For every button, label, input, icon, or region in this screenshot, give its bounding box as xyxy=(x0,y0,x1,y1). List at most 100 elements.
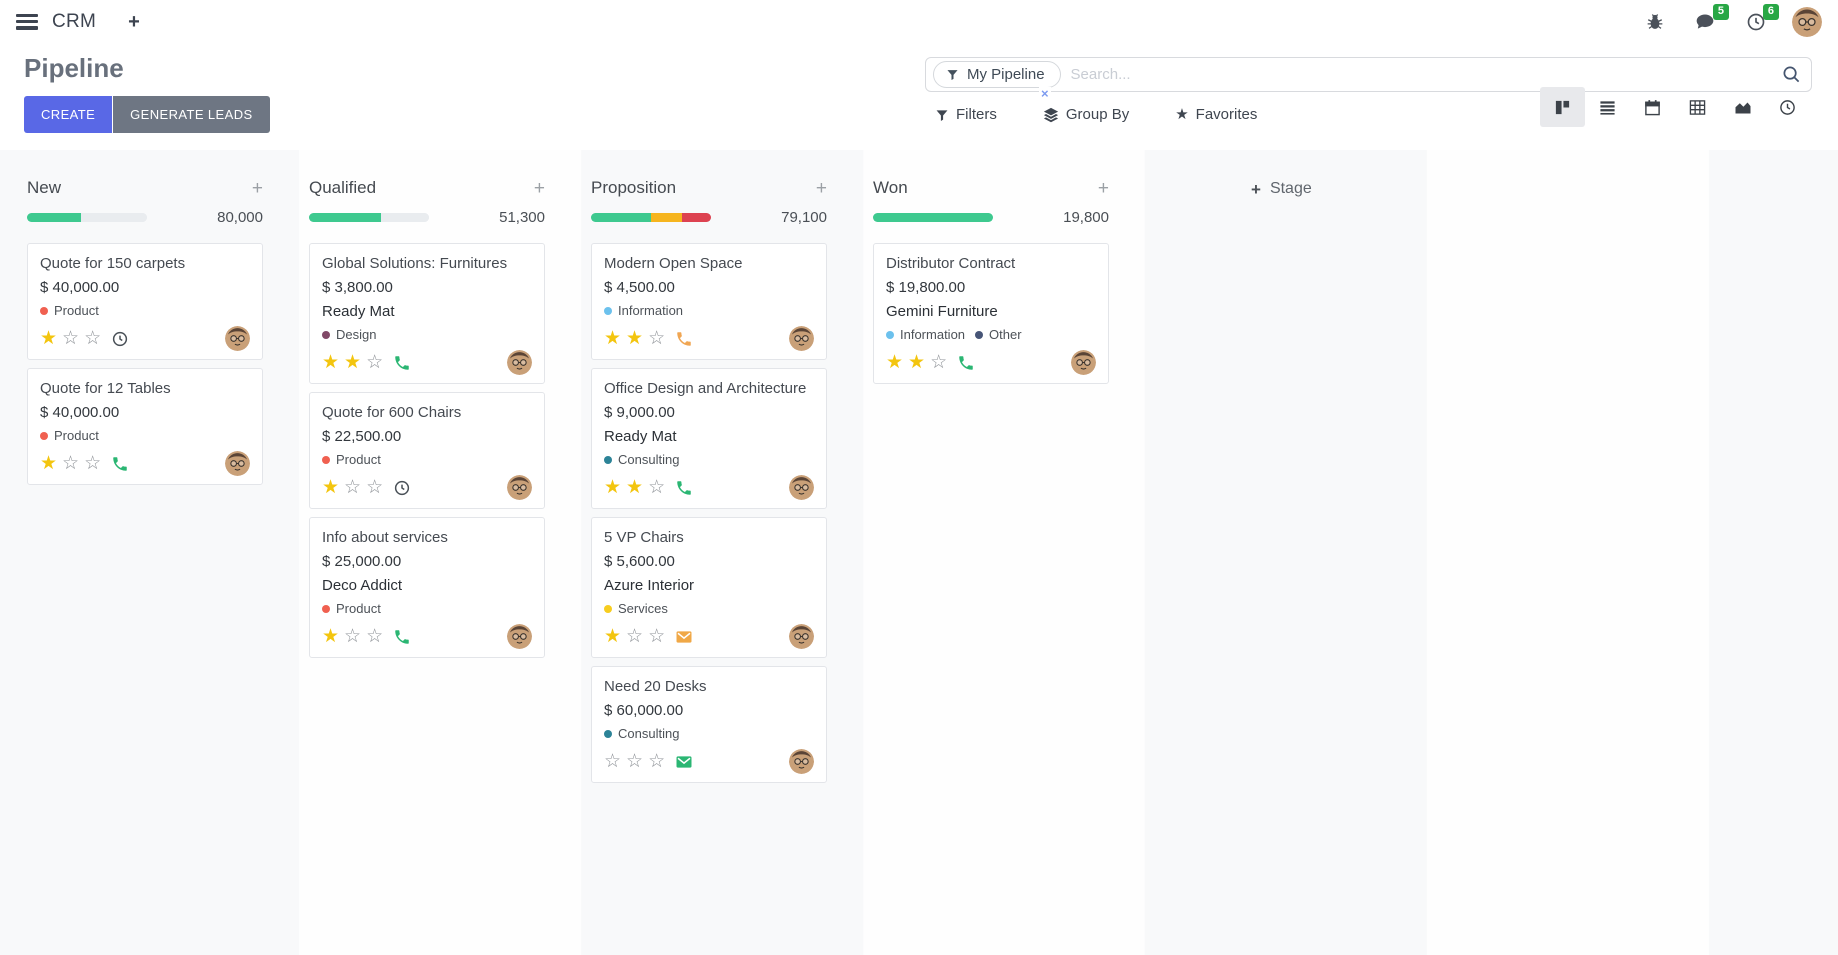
priority-star-icon[interactable]: ★ xyxy=(626,328,644,349)
stage-name[interactable]: Qualified xyxy=(309,178,377,197)
progress-segment-green[interactable] xyxy=(27,213,81,222)
priority-star-icon[interactable]: ☆ xyxy=(62,453,80,474)
kanban-card[interactable]: Need 20 Desks $ 60,000.00 Consulting ☆ ☆ ☆ xyxy=(591,666,827,783)
priority-star-icon[interactable]: ☆ xyxy=(648,328,666,349)
add-record-button[interactable]: + xyxy=(1097,177,1109,199)
debug-bug-icon[interactable] xyxy=(1646,13,1664,31)
clock-activity-icon[interactable] xyxy=(111,330,129,348)
priority-star-icon[interactable]: ☆ xyxy=(626,626,644,647)
generate-leads-button[interactable]: GENERATE LEADS xyxy=(113,96,270,133)
priority-star-icon[interactable]: ☆ xyxy=(930,352,948,373)
priority-star-icon[interactable]: ★ xyxy=(322,352,340,373)
progress-segment-muted[interactable] xyxy=(381,213,429,222)
priority-star-icon[interactable]: ★ xyxy=(40,328,58,349)
search-bar[interactable]: My Pipeline × xyxy=(925,57,1812,100)
phone-activity-icon[interactable] xyxy=(111,455,129,473)
phone-activity-icon[interactable] xyxy=(675,330,693,348)
priority-star-icon[interactable]: ☆ xyxy=(648,751,666,772)
priority-star-icon[interactable]: ☆ xyxy=(366,352,384,373)
progress-segment-muted[interactable] xyxy=(81,213,147,222)
phone-activity-icon[interactable] xyxy=(675,479,693,497)
stage-name[interactable]: Won xyxy=(873,178,908,197)
kanban-card[interactable]: Modern Open Space $ 4,500.00 Information… xyxy=(591,243,827,360)
add-record-button[interactable]: + xyxy=(533,177,545,199)
phone-activity-icon[interactable] xyxy=(393,354,411,372)
progress-segment-red[interactable] xyxy=(682,213,711,222)
priority-star-icon[interactable]: ☆ xyxy=(366,626,384,647)
priority-star-icon[interactable]: ★ xyxy=(322,477,340,498)
search-input[interactable] xyxy=(1070,66,1782,83)
salesperson-avatar[interactable] xyxy=(789,749,814,774)
phone-activity-icon[interactable] xyxy=(957,354,975,372)
stage-name[interactable]: Proposition xyxy=(591,178,677,197)
stage-progressbar[interactable] xyxy=(873,213,993,222)
salesperson-avatar[interactable] xyxy=(507,475,532,500)
salesperson-avatar[interactable] xyxy=(789,624,814,649)
view-kanban-button[interactable] xyxy=(1540,87,1585,127)
app-name[interactable]: CRM xyxy=(52,10,97,32)
priority-star-icon[interactable]: ★ xyxy=(604,626,622,647)
priority-star-icon[interactable]: ★ xyxy=(322,626,340,647)
progress-segment-green[interactable] xyxy=(873,213,993,222)
add-stage-button[interactable]: + Stage xyxy=(1251,180,1312,198)
phone-activity-icon[interactable] xyxy=(393,628,411,646)
priority-star-icon[interactable]: ★ xyxy=(626,477,644,498)
priority-star-icon[interactable]: ☆ xyxy=(604,751,622,772)
view-graph-button[interactable] xyxy=(1720,87,1765,127)
group-by-menu[interactable]: Group By xyxy=(1043,106,1129,123)
progress-segment-orange[interactable] xyxy=(651,213,683,222)
kanban-card[interactable]: Info about services $ 25,000.00 Deco Add… xyxy=(309,517,545,658)
priority-star-icon[interactable]: ★ xyxy=(40,453,58,474)
progress-segment-green[interactable] xyxy=(309,213,381,222)
salesperson-avatar[interactable] xyxy=(507,350,532,375)
priority-star-icon[interactable]: ★ xyxy=(344,352,362,373)
kanban-card[interactable]: 5 VP Chairs $ 5,600.00 Azure Interior Se… xyxy=(591,517,827,658)
salesperson-avatar[interactable] xyxy=(225,326,250,351)
user-avatar[interactable] xyxy=(1792,6,1822,37)
priority-star-icon[interactable]: ☆ xyxy=(84,328,102,349)
priority-star-icon[interactable]: ☆ xyxy=(648,626,666,647)
kanban-card[interactable]: Office Design and Architecture $ 9,000.0… xyxy=(591,368,827,509)
priority-star-icon[interactable]: ☆ xyxy=(366,477,384,498)
priority-star-icon[interactable]: ☆ xyxy=(626,751,644,772)
priority-star-icon[interactable]: ★ xyxy=(886,352,904,373)
stage-progressbar[interactable] xyxy=(27,213,147,222)
apps-menu-icon[interactable] xyxy=(16,13,38,30)
activities-menu-icon[interactable]: 6 xyxy=(1746,3,1779,32)
priority-star-icon[interactable]: ☆ xyxy=(648,477,666,498)
remove-facet-icon[interactable]: × xyxy=(1039,86,1051,101)
salesperson-avatar[interactable] xyxy=(225,451,250,476)
add-record-button[interactable]: + xyxy=(251,177,263,199)
messages-menu-icon[interactable]: 5 xyxy=(1694,3,1729,32)
stage-name[interactable]: New xyxy=(27,178,62,197)
envelope-activity-icon[interactable] xyxy=(675,753,693,771)
salesperson-avatar[interactable] xyxy=(789,326,814,351)
kanban-card[interactable]: Global Solutions: Furnitures $ 3,800.00 … xyxy=(309,243,545,384)
priority-star-icon[interactable]: ☆ xyxy=(84,453,102,474)
kanban-card[interactable]: Quote for 12 Tables $ 40,000.00 Product … xyxy=(27,368,263,485)
priority-star-icon[interactable]: ★ xyxy=(908,352,926,373)
progress-segment-green[interactable] xyxy=(591,213,651,222)
priority-star-icon[interactable]: ★ xyxy=(604,328,622,349)
salesperson-avatar[interactable] xyxy=(507,624,532,649)
kanban-card[interactable]: Distributor Contract $ 19,800.00 Gemini … xyxy=(873,243,1109,384)
stage-progressbar[interactable] xyxy=(309,213,429,222)
priority-star-icon[interactable]: ☆ xyxy=(344,477,362,498)
view-pivot-button[interactable] xyxy=(1675,87,1720,127)
envelope-activity-icon[interactable] xyxy=(675,628,693,646)
view-list-button[interactable] xyxy=(1585,87,1630,127)
clock-activity-icon[interactable] xyxy=(393,479,411,497)
search-icon[interactable] xyxy=(1782,65,1801,84)
salesperson-avatar[interactable] xyxy=(789,475,814,500)
create-button[interactable]: CREATE xyxy=(24,96,113,133)
priority-star-icon[interactable]: ★ xyxy=(604,477,622,498)
add-record-button[interactable]: + xyxy=(815,177,827,199)
priority-star-icon[interactable]: ☆ xyxy=(344,626,362,647)
stage-progressbar[interactable] xyxy=(591,213,711,222)
filter-facet-my-pipeline[interactable]: My Pipeline xyxy=(933,61,1061,88)
favorites-menu[interactable]: ★ Favorites xyxy=(1175,106,1257,123)
view-activity-button[interactable] xyxy=(1765,87,1810,127)
salesperson-avatar[interactable] xyxy=(1071,350,1096,375)
priority-star-icon[interactable]: ☆ xyxy=(62,328,80,349)
filters-menu[interactable]: Filters xyxy=(935,106,997,123)
